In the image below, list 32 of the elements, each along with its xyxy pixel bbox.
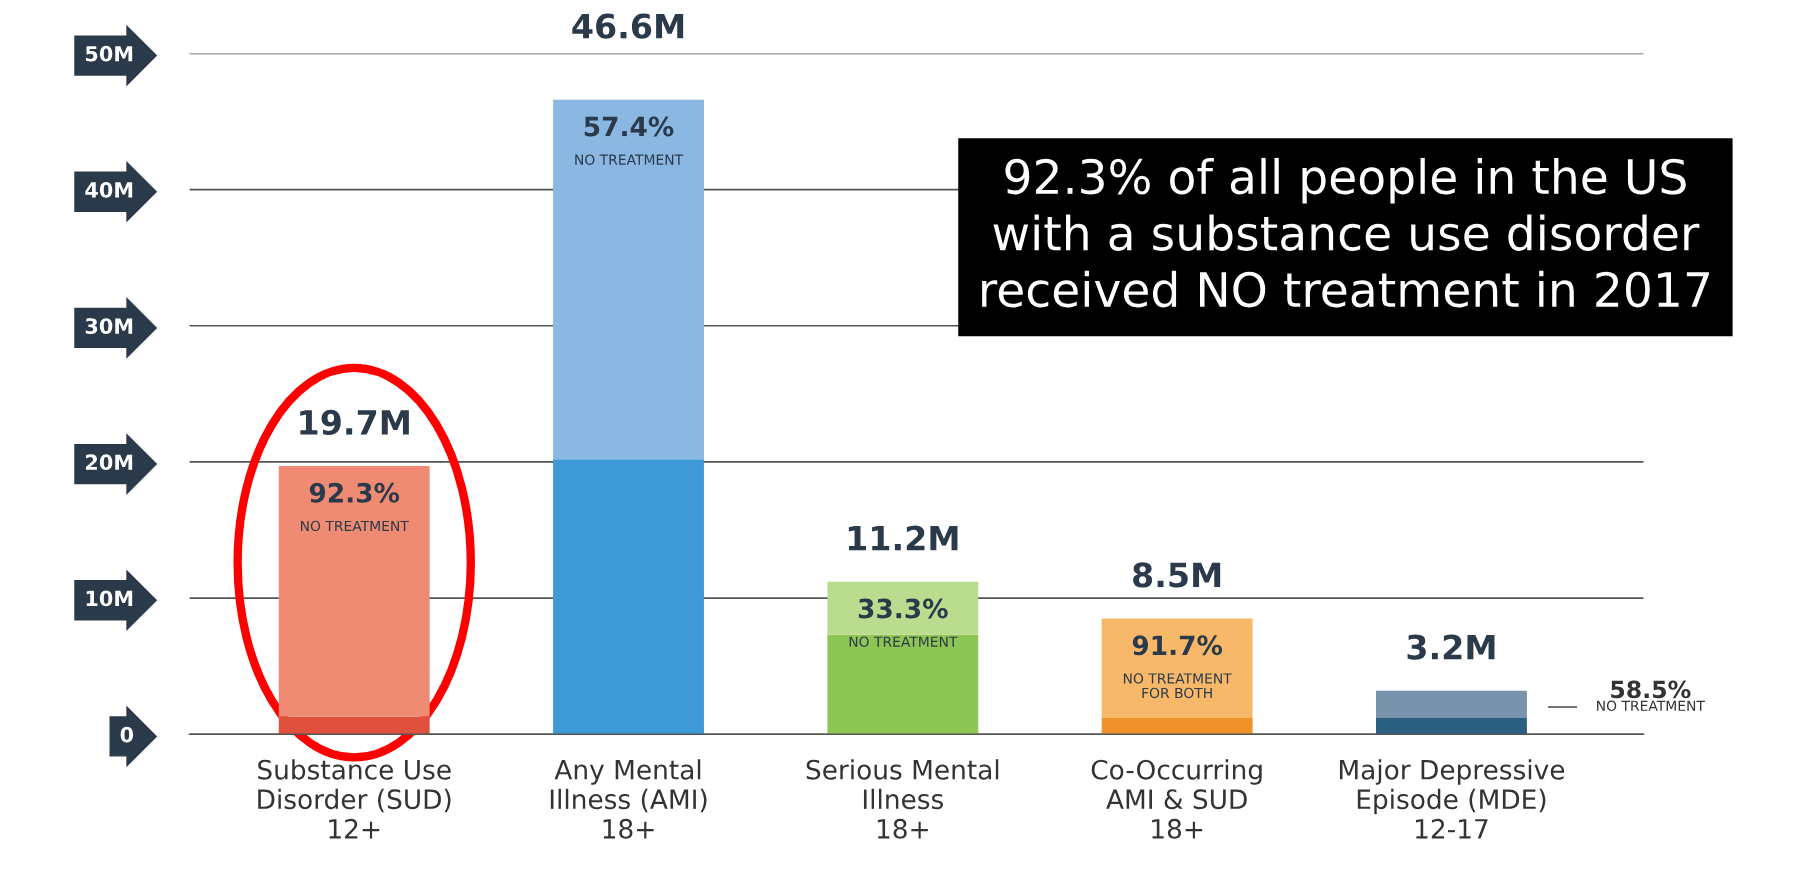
bar [1101,618,1253,718]
total-label: 11.2M [848,525,958,551]
x-tick-label: Major Depressive Episode (MDE) 12-17 [1339,759,1565,839]
annotation: 92.3% of all people in the US with a substance use disorder received NO treatment in 2017 [982,157,1709,308]
bar [553,99,704,460]
bar [278,716,430,735]
bar [278,466,430,717]
bar [1376,690,1527,718]
total-label: 8.5M [1133,562,1221,588]
x-tick-label: Any Mental Illness (AMI) 18+ [550,759,707,839]
annotation: 91.7% NO TREATMENT FOR BOTH [1123,635,1232,699]
y-tick-label: 50M [85,45,133,62]
y-tick-label: 10M [86,590,133,607]
total-label: 46.6M [572,13,684,39]
y-tick-label: 0 [120,726,134,743]
annotation: 57.4% NO TREATMENT [575,116,684,165]
x-tick-label: Co-Occurring AMI & SUD 18+ [1091,759,1262,839]
annotation: 92.3% NO TREATMENT [300,482,409,532]
y-tick-label: 20M [86,454,133,471]
x-tick-label: Substance Use Disorder (SUD) 12+ [258,759,451,839]
y-tick-label: 30M [85,318,133,334]
total-label: 19.7M [300,409,409,436]
bar [553,459,704,735]
annotation: 58.5% NO TREATMENT [1597,680,1705,712]
bar [827,581,979,635]
bar [1101,717,1253,735]
total-label: 3.2M [1407,634,1495,660]
bar [1376,717,1527,735]
bar [827,634,979,735]
annotation: 33.3% NO TREATMENT [849,598,958,647]
x-tick-label: Serious Mental Illness 18+ [806,759,999,839]
y-tick-label: 40M [85,182,133,198]
